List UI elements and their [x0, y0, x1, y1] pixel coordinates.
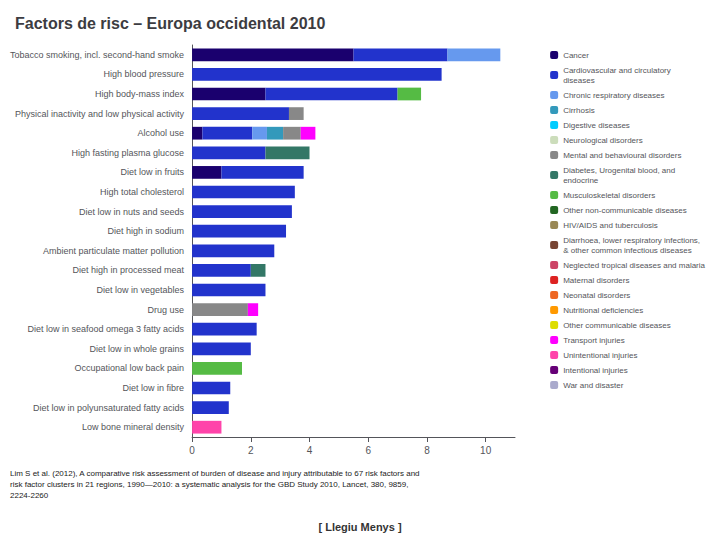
svg-text:2224-2260: 2224-2260 — [10, 491, 49, 500]
svg-text:Cancer: Cancer — [563, 51, 589, 60]
svg-text:High blood pressure: High blood pressure — [104, 69, 185, 79]
svg-text:War and disaster: War and disaster — [563, 381, 624, 390]
svg-text:6: 6 — [365, 445, 371, 456]
svg-text:Cirrhosis: Cirrhosis — [563, 106, 595, 115]
svg-text:Diet low in whole grains: Diet low in whole grains — [90, 344, 185, 354]
svg-text:Diarrhoea, lower respiratory i: Diarrhoea, lower respiratory infections, — [563, 236, 700, 245]
svg-text:Neglected tropical diseases an: Neglected tropical diseases and malaria — [563, 261, 705, 270]
svg-text:4: 4 — [307, 445, 313, 456]
svg-text:Cardiovascular and circulatory: Cardiovascular and circulatory — [563, 66, 671, 75]
svg-text:High total cholesterol: High total cholesterol — [100, 187, 184, 197]
svg-text:Diet low in seafood omega 3 fa: Diet low in seafood omega 3 fatty acids — [27, 324, 184, 334]
svg-text:endocrine: endocrine — [563, 176, 599, 185]
svg-text:Tobacco smoking, incl. second-: Tobacco smoking, incl. second-hand smoke — [10, 50, 184, 60]
svg-text:0: 0 — [189, 445, 195, 456]
svg-text:High fasting plasma glucose: High fasting plasma glucose — [72, 148, 185, 158]
svg-text:Occupational low back pain: Occupational low back pain — [75, 363, 185, 373]
svg-text:HIV/AIDS and tuberculosis: HIV/AIDS and tuberculosis — [563, 221, 658, 230]
svg-text:Factors de risc – Europa occid: Factors de risc – Europa occidental 2010 — [15, 15, 325, 32]
svg-text:Alcohol use: Alcohol use — [138, 128, 185, 138]
svg-text:& other common infectious dise: & other common infectious diseases — [563, 246, 692, 255]
svg-text:Diet high in processed meat: Diet high in processed meat — [73, 265, 185, 275]
svg-text:Mental and behavioural disorde: Mental and behavioural disorders — [563, 151, 681, 160]
svg-text:Other communicable diseases: Other communicable diseases — [563, 321, 671, 330]
svg-text:Maternal disorders: Maternal disorders — [563, 276, 629, 285]
svg-text:Other non-communicable disease: Other non-communicable diseases — [563, 206, 687, 215]
svg-text:diseases: diseases — [563, 76, 595, 85]
svg-text:Intentional injuries: Intentional injuries — [563, 366, 627, 375]
svg-text:Physical inactivity and low ph: Physical inactivity and low physical act… — [15, 109, 185, 119]
svg-text:2: 2 — [248, 445, 254, 456]
svg-text:Diabetes, Urogenital blood, an: Diabetes, Urogenital blood, and — [563, 166, 675, 175]
svg-text:Musculoskeletal disorders: Musculoskeletal disorders — [563, 191, 655, 200]
svg-text:Diet low in polyunsaturated fa: Diet low in polyunsaturated fatty acids — [33, 403, 185, 413]
svg-text:8: 8 — [424, 445, 430, 456]
svg-text:Unintentional injuries: Unintentional injuries — [563, 351, 637, 360]
svg-text:Neurological disorders: Neurological disorders — [563, 136, 643, 145]
svg-text:risk factor clusters in 21 reg: risk factor clusters in 21 regions, 1990… — [10, 480, 408, 489]
svg-text:High body-mass index: High body-mass index — [95, 89, 185, 99]
svg-text:Digestive diseases: Digestive diseases — [563, 121, 630, 130]
svg-text:Ambient particulate matter pol: Ambient particulate matter pollution — [43, 246, 184, 256]
svg-text:Chronic respiratory diseases: Chronic respiratory diseases — [563, 91, 664, 100]
svg-text:Diet low in nuts and seeds: Diet low in nuts and seeds — [79, 207, 185, 217]
svg-text:Lim S et al. (2012), A compara: Lim S et al. (2012), A comparative risk … — [10, 469, 420, 478]
svg-text:[ Llegiu Menys ]: [ Llegiu Menys ] — [318, 521, 401, 533]
svg-text:Diet low in fruits: Diet low in fruits — [121, 167, 185, 177]
svg-text:Diet high in sodium: Diet high in sodium — [108, 226, 185, 236]
svg-text:Diet low in vegetables: Diet low in vegetables — [97, 285, 185, 295]
svg-text:Low bone mineral density: Low bone mineral density — [82, 422, 185, 432]
svg-text:Diet low in fibre: Diet low in fibre — [123, 383, 185, 393]
svg-text:Neonatal disorders: Neonatal disorders — [563, 291, 630, 300]
svg-text:10: 10 — [480, 445, 492, 456]
svg-text:Transport injuries: Transport injuries — [563, 336, 625, 345]
svg-text:Nutritional deficiencies: Nutritional deficiencies — [563, 306, 643, 315]
svg-text:Drug use: Drug use — [148, 305, 185, 315]
